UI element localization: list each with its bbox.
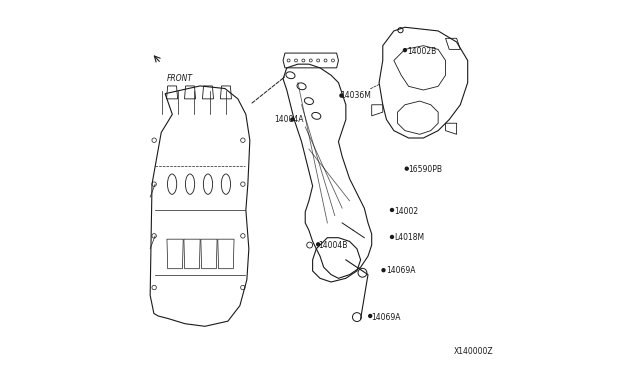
Text: 14002: 14002 [394, 207, 418, 217]
Text: X140000Z: X140000Z [454, 347, 493, 356]
Text: 14004A: 14004A [274, 115, 303, 124]
Circle shape [369, 314, 372, 317]
Circle shape [390, 235, 394, 238]
Circle shape [390, 209, 394, 211]
Text: 14002B: 14002B [407, 47, 436, 56]
Text: 16590PB: 16590PB [408, 165, 443, 174]
Text: 14069A: 14069A [372, 312, 401, 321]
Circle shape [340, 94, 343, 97]
Circle shape [317, 243, 319, 246]
Circle shape [405, 167, 408, 170]
Circle shape [382, 269, 385, 272]
Circle shape [403, 49, 406, 52]
Text: FRONT: FRONT [167, 74, 193, 83]
Text: 14069A: 14069A [387, 266, 416, 275]
Text: L4018M: L4018M [394, 233, 424, 242]
Circle shape [291, 118, 294, 121]
Text: 14036M: 14036M [340, 91, 371, 100]
Text: 14004B: 14004B [318, 241, 348, 250]
